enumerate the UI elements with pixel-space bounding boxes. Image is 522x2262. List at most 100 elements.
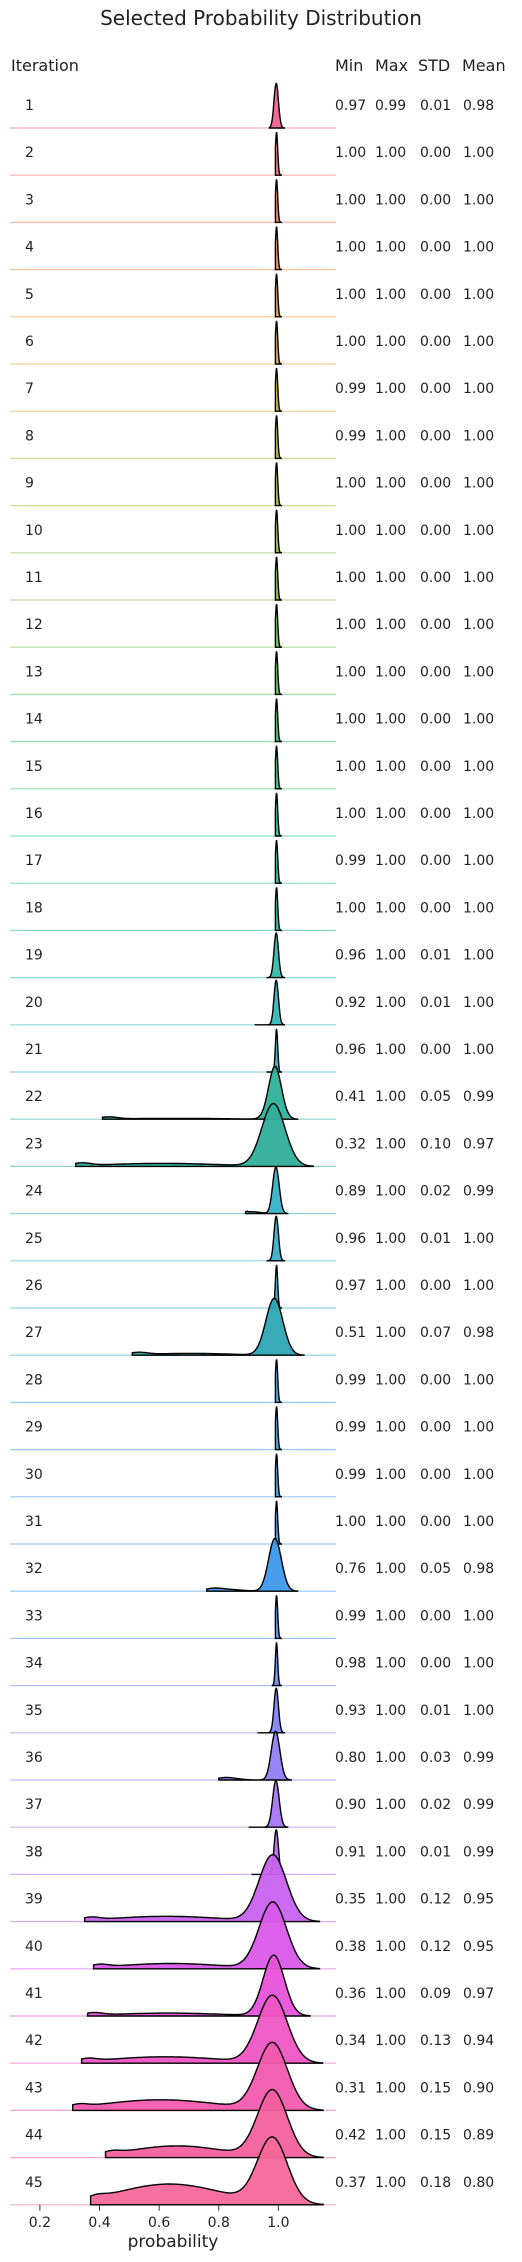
std-value: 0.00 (420, 1514, 451, 1530)
iteration-label: 1 (25, 98, 34, 114)
ridge-row: 5 1.00 1.00 0.00 1.00 (10, 273, 494, 318)
max-value: 1.00 (375, 523, 406, 539)
max-value: 1.00 (375, 1514, 406, 1530)
iteration-label: 44 (25, 2128, 43, 2144)
max-value: 1.00 (375, 1089, 406, 1105)
density-ridge (274, 226, 282, 271)
x-tick-label: 0.2 (29, 2215, 51, 2231)
density-ridge (266, 932, 286, 979)
density-ridge (75, 1102, 314, 1168)
min-value: 0.99 (335, 1372, 366, 1388)
min-value: 0.80 (335, 1750, 366, 1766)
min-value: 1.00 (335, 523, 366, 539)
mean-value: 0.89 (463, 2128, 494, 2144)
ridge-row: 38 0.91 1.00 0.01 0.99 (10, 1829, 494, 1876)
ridge-row: 37 0.90 1.00 0.02 0.99 (10, 1779, 494, 1828)
iteration-label: 8 (25, 428, 34, 444)
min-value: 0.36 (335, 1986, 366, 2002)
mean-value: 0.98 (463, 1561, 494, 1577)
density-ridge (257, 1687, 286, 1734)
mean-value: 1.00 (463, 240, 494, 256)
std-value: 0.00 (420, 192, 451, 208)
ridge-row: 6 1.00 1.00 0.00 1.00 (10, 320, 494, 365)
min-value: 0.42 (335, 2128, 366, 2144)
ridge-row: 21 0.96 1.00 0.00 1.00 (10, 1028, 494, 1073)
iteration-label: 6 (25, 334, 34, 350)
min-value: 1.00 (335, 900, 366, 916)
density-ridge (274, 179, 282, 224)
min-value: 0.34 (335, 2033, 366, 2049)
min-value: 0.32 (335, 1136, 366, 1152)
density-ridge (218, 1730, 292, 1781)
mean-value: 1.00 (463, 428, 494, 444)
min-value: 0.99 (335, 1420, 366, 1436)
density-ridge (274, 415, 282, 460)
iteration-label: 38 (25, 1844, 43, 1860)
density-ridge (274, 1595, 282, 1640)
min-value: 0.41 (335, 1089, 366, 1105)
ridge-row: 24 0.89 1.00 0.02 0.99 (10, 1166, 494, 1215)
ridge-row: 26 0.97 1.00 0.00 1.00 (10, 1264, 494, 1309)
density-ridge (274, 556, 282, 601)
ridge-row: 17 0.99 1.00 0.00 1.00 (10, 840, 494, 884)
max-value: 1.00 (375, 1608, 406, 1624)
min-value: 0.76 (335, 1561, 366, 1577)
std-value: 0.10 (420, 1136, 451, 1152)
std-value: 0.00 (420, 428, 451, 444)
mean-value: 1.00 (463, 287, 494, 303)
min-value: 1.00 (335, 712, 366, 728)
ridge-row: 11 1.00 1.00 0.00 1.00 (10, 556, 494, 601)
max-value: 1.00 (375, 1467, 406, 1483)
max-value: 1.00 (375, 664, 406, 680)
mean-value: 1.00 (463, 712, 494, 728)
max-value: 1.00 (375, 287, 406, 303)
std-value: 0.01 (420, 1703, 451, 1719)
iteration-label: 12 (25, 617, 43, 633)
max-value: 1.00 (375, 948, 406, 964)
ridge-row: 12 1.00 1.00 0.00 1.00 (10, 604, 494, 648)
min-value: 0.37 (335, 2175, 366, 2191)
ridge-row: 4 1.00 1.00 0.00 1.00 (10, 226, 494, 271)
max-value: 1.00 (375, 240, 406, 256)
min-value: 0.91 (335, 1844, 366, 1860)
std-value: 0.05 (420, 1089, 451, 1105)
iteration-label: 4 (25, 240, 34, 256)
std-value: 0.05 (420, 1561, 451, 1577)
mean-value: 1.00 (463, 1372, 494, 1388)
ridge-row: 2 1.00 1.00 0.00 1.00 (10, 132, 494, 176)
x-axis-label: probability (128, 2232, 219, 2252)
max-value: 1.00 (375, 1325, 406, 1341)
iteration-label: 21 (25, 1042, 43, 1058)
mean-value: 0.99 (463, 1184, 494, 1200)
iteration-label: 34 (25, 1656, 43, 1672)
ridge-row: 28 0.99 1.00 0.00 1.00 (10, 1359, 494, 1404)
mean-value: 1.00 (463, 806, 494, 822)
ridge-row: 27 0.51 1.00 0.07 0.98 (10, 1297, 494, 1356)
max-value: 1.00 (375, 334, 406, 350)
min-value: 1.00 (335, 806, 366, 822)
max-value: 1.00 (375, 853, 406, 869)
iteration-label: 15 (25, 759, 43, 775)
std-value: 0.15 (420, 2080, 451, 2096)
min-value: 0.89 (335, 1184, 366, 1200)
max-value: 1.00 (375, 900, 406, 916)
min-value: 1.00 (335, 145, 366, 161)
ridge-row: 36 0.80 1.00 0.03 0.99 (10, 1730, 494, 1781)
ridge-row: 16 1.00 1.00 0.00 1.00 (10, 792, 494, 837)
std-value: 0.00 (420, 1656, 451, 1672)
mean-value: 1.00 (463, 900, 494, 916)
min-value: 0.96 (335, 1042, 366, 1058)
std-value: 0.12 (420, 1939, 451, 1955)
min-value: 0.99 (335, 1608, 366, 1624)
std-value: 0.00 (420, 1467, 451, 1483)
max-value: 1.00 (375, 145, 406, 161)
std-header: STD (418, 56, 451, 75)
std-value: 0.01 (420, 98, 451, 114)
density-ridge (274, 273, 282, 318)
max-value: 1.00 (375, 1184, 406, 1200)
density-ridge (274, 792, 282, 837)
mean-value: 1.00 (463, 476, 494, 492)
ridge-row: 19 0.96 1.00 0.01 1.00 (10, 932, 494, 979)
max-value: 1.00 (375, 1656, 406, 1672)
std-value: 0.03 (420, 1750, 451, 1766)
